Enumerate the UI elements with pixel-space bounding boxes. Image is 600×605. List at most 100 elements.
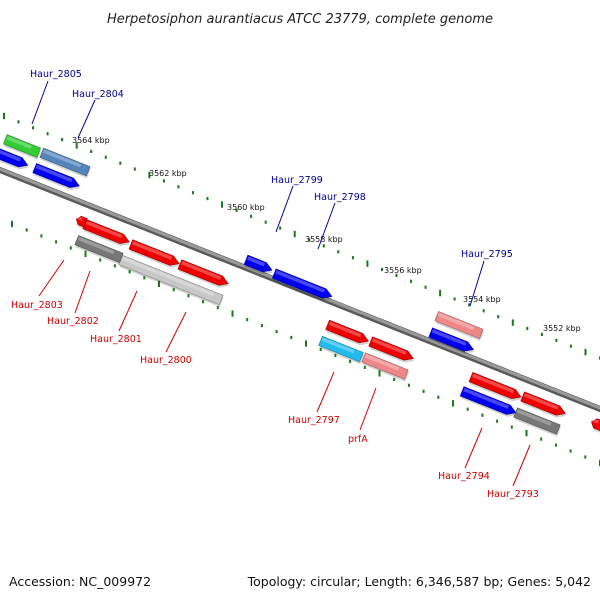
feature-red-6[interactable] [468,371,524,404]
lower-row-tick [496,419,499,423]
feature-haur-2805[interactable] [3,134,42,160]
gene-label-haur-2801[interactable]: Haur_2801 [90,334,142,345]
leader-haur-2800 [165,311,187,353]
gene-label-haur-2804[interactable]: Haur_2804 [72,89,124,100]
feature-haur-2799[interactable] [243,254,275,277]
feature-haur-2804[interactable] [39,147,91,179]
feature-haur-2795[interactable] [434,311,484,341]
upper-row-tick [424,285,427,289]
leader-haur-2794 [464,427,483,469]
leader-haur-2799 [275,185,294,233]
feature-top-blue-3[interactable] [428,327,477,357]
lower-row-tick [510,425,513,429]
upper-row-tick [293,230,296,238]
feature-haur-2793[interactable] [513,407,562,437]
gene-label-haur-2805[interactable]: Haur_2805 [30,69,82,80]
lower-row-tick [128,270,131,274]
upper-row-tick [61,138,64,142]
upper-row-tick [162,179,165,183]
feature-top-blue-2[interactable] [32,163,82,192]
feature-haur-2803[interactable] [82,219,132,248]
upper-row-tick [133,167,136,171]
upper-row-tick [453,297,456,301]
leader-haur-2795 [469,260,485,307]
tick-label-3554: 3554 kbp [463,295,501,304]
upper-row-tick [395,273,398,277]
feature-prfa[interactable] [361,352,410,382]
upper-row-tick [337,250,340,254]
upper-row-tick [468,303,471,307]
gene-labels: Haur_2805 Haur_2804 Haur_2799 Haur_2798 … [11,69,539,500]
gene-label-haur-2797[interactable]: Haur_2797 [288,415,340,426]
gene-label-haur-2798[interactable]: Haur_2798 [314,192,366,203]
tick-label-3560: 3560 kbp [227,203,265,212]
lower-row-tick [275,329,278,334]
lower-row-tick [437,395,440,399]
feature-edge-red[interactable] [589,417,600,434]
gene-label-haur-2794[interactable]: Haur_2794 [438,471,490,482]
gene-label-prfa[interactable]: prfA [348,434,368,445]
upper-row-tick [32,126,35,130]
feature-red-5[interactable] [368,336,417,366]
gene-label-haur-2800[interactable]: Haur_2800 [140,355,192,366]
lower-row-tick [187,294,190,298]
leader-haur-2802 [74,270,91,314]
lower-row-tick [290,335,293,340]
feature-haur-2802[interactable] [74,235,124,265]
lower-row-tick [25,228,28,232]
feature-haur-2794-blue[interactable] [459,386,519,420]
lower-row-tick [216,306,219,310]
upper-row-tick [381,267,383,272]
upper-row-tick [221,201,223,208]
leader-haur-2803 [38,259,65,297]
feature-red-2[interactable] [128,239,182,271]
gene-label-haur-2793[interactable]: Haur_2793 [487,489,539,500]
upper-row-tick [104,155,107,159]
gene-label-haur-2803[interactable]: Haur_2803 [11,300,63,311]
topology-text: Topology: circular; Length: 6,346,587 bp… [247,574,591,589]
leader-haur-2804 [77,99,96,139]
lower-row-tick [481,413,484,417]
upper-row-tick [540,332,543,336]
lower-row-tick [246,318,249,322]
leader-haur-2801 [118,290,138,332]
lower-row-tick [231,310,234,317]
lower-row-tick [99,258,102,262]
lower-row-tick [540,437,543,441]
upper-row-tick [177,185,180,189]
tick-label-3558: 3558 kbp [305,235,343,244]
upper-row-tick [119,161,122,165]
lower-row-tick [305,340,307,347]
feature-haur-2797[interactable] [318,335,365,365]
lower-row-tick [69,246,72,250]
feature-red-7[interactable] [520,391,569,421]
feature-haur-2798[interactable] [271,268,335,304]
upper-row-tick [569,344,572,348]
upper-row-tick [235,208,238,212]
feature-haur-2797-red[interactable] [325,319,372,348]
gene-label-haur-2795[interactable]: Haur_2795 [461,249,513,260]
lower-row-tick [334,353,337,358]
upper-row-tick [90,149,93,153]
tick-label-3552: 3552 kbp [543,324,581,333]
tick-label-3562: 3562 kbp [149,169,187,178]
map-title: Herpetosiphon aurantiacus ATCC 23779, co… [107,12,493,27]
upper-row-tick [308,238,311,242]
upper-row-tick [497,315,500,319]
feature-haur-2801[interactable] [118,254,224,308]
gene-label-haur-2802[interactable]: Haur_2802 [47,316,99,327]
gene-label-haur-2799[interactable]: Haur_2799 [271,175,323,186]
lower-row-tick [260,324,263,328]
upper-row-tick [482,309,485,313]
feature-top-blue-1[interactable] [0,147,31,172]
lower-row-tick [584,455,587,459]
lower-row-tick [378,370,381,377]
accession-text: Accession: NC_009972 [9,574,151,589]
upper-row-tick [206,197,209,201]
lower-row-tick [393,377,396,381]
kbp-labels: 3564 kbp 3562 kbp 3560 kbp 3558 kbp 3556… [72,136,581,333]
feature-red-3[interactable] [177,259,231,291]
lower-row-tick [422,389,425,393]
